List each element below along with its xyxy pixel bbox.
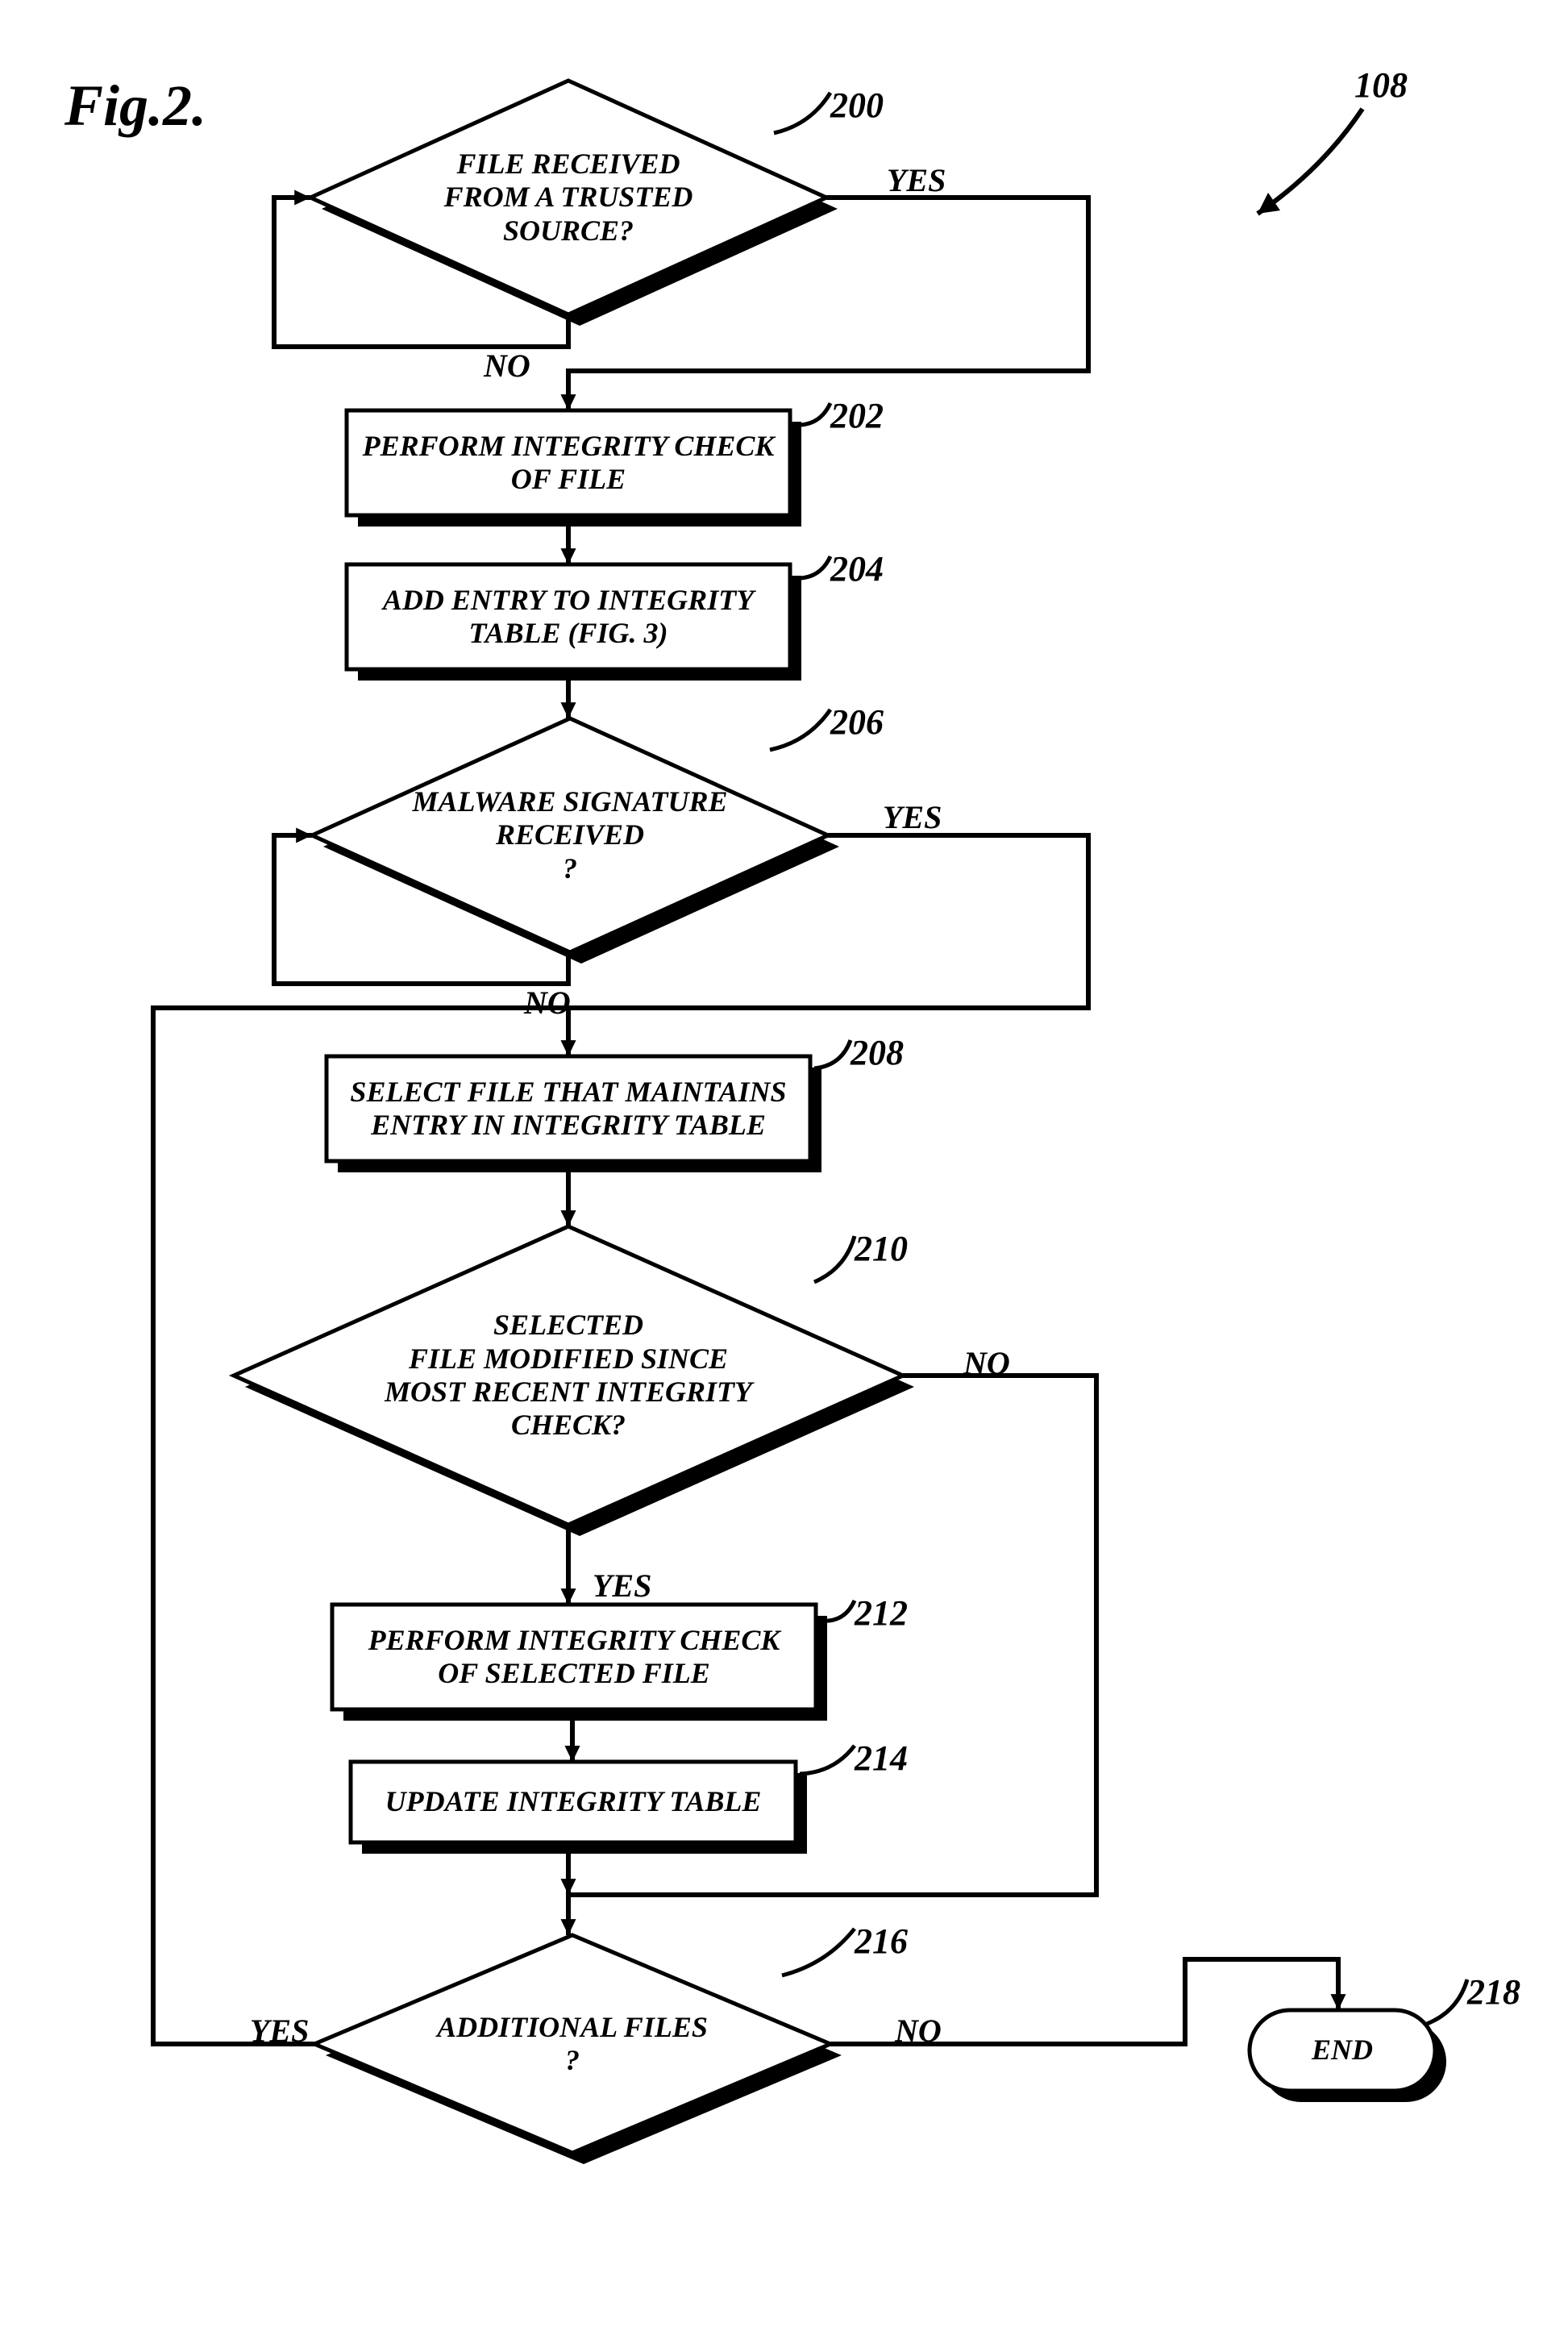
edge-label: NO — [524, 984, 571, 1022]
edge-label: YES — [250, 2012, 309, 2050]
node-n200-text: FILE RECEIVEDFROM A TRUSTEDSOURCE? — [310, 81, 826, 314]
ref-214: 214 — [855, 1738, 908, 1779]
ref-210: 210 — [855, 1228, 908, 1269]
node-n216-text: ADDITIONAL FILES? — [314, 1935, 830, 2153]
ref-200: 200 — [830, 85, 884, 126]
node-n208-text: SELECT FILE THAT MAINTAINSENTRY IN INTEG… — [326, 1056, 810, 1161]
ref-master: 108 — [1354, 65, 1408, 106]
edge-label: YES — [887, 161, 946, 199]
node-n204-text: ADD ENTRY TO INTEGRITYTABLE (FIG. 3) — [347, 564, 790, 669]
edge-label: NO — [484, 347, 530, 385]
edge-label: YES — [593, 1567, 651, 1605]
node-n210-text: SELECTEDFILE MODIFIED SINCEMOST RECENT I… — [234, 1226, 903, 1525]
edge-label: NO — [963, 1344, 1010, 1382]
ref-202: 202 — [830, 395, 884, 436]
node-n218-text: END — [1250, 2010, 1435, 2091]
ref-208: 208 — [851, 1032, 904, 1073]
node-n212-text: PERFORM INTEGRITY CHECKOF SELECTED FILE — [332, 1605, 816, 1709]
ref-212: 212 — [855, 1592, 908, 1634]
ref-218: 218 — [1467, 1971, 1520, 2013]
edge-label: YES — [883, 798, 942, 836]
ref-204: 204 — [830, 548, 884, 589]
ref-216: 216 — [855, 1921, 908, 1962]
ref-206: 206 — [830, 701, 884, 743]
node-n202-text: PERFORM INTEGRITY CHECKOF FILE — [347, 410, 790, 515]
flowchart-canvas: Fig.2. 108 FILE RECEIVEDFROM A TRUSTEDSO… — [0, 0, 1568, 2327]
node-n214-text: UPDATE INTEGRITY TABLE — [351, 1762, 796, 1842]
edge-label: NO — [895, 2012, 942, 2050]
node-n206-text: MALWARE SIGNATURERECEIVED? — [312, 718, 828, 952]
